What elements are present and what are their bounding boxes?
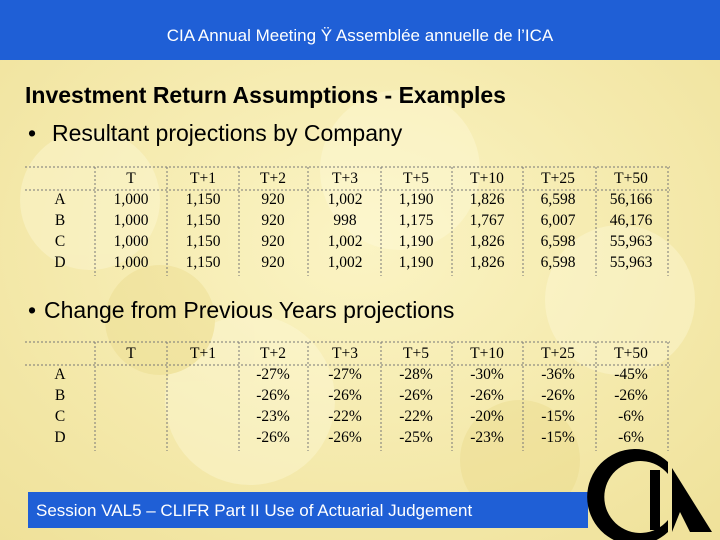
table-cell: T+10: [470, 170, 504, 187]
table-cell: 1,826: [470, 191, 505, 208]
table-cell: T+3: [332, 170, 358, 187]
table-cell: T+5: [403, 170, 429, 187]
table-cell: -26%: [328, 429, 362, 446]
table-cell: T+5: [403, 345, 429, 362]
table-cell: -30%: [470, 366, 504, 383]
table-cell: T+50: [614, 170, 648, 187]
table-cell: -26%: [328, 387, 362, 404]
table-cell: 1,767: [470, 212, 505, 229]
table-cell: -6%: [618, 408, 644, 425]
table-cell: 1,826: [470, 233, 505, 250]
table-cell: 55,963: [610, 233, 653, 250]
table-cell: 1,190: [399, 191, 434, 208]
table-cell: T+3: [332, 345, 358, 362]
table-cell: -15%: [541, 429, 575, 446]
table-cell: -26%: [614, 387, 648, 404]
table-cell: -22%: [328, 408, 362, 425]
table-cell: -45%: [614, 366, 648, 383]
table-cell: 6,007: [541, 212, 576, 229]
table-cell: T+2: [260, 170, 286, 187]
table-cell: -23%: [470, 429, 504, 446]
table-cell: 55,963: [610, 254, 653, 271]
bullet-marker: •: [28, 120, 36, 146]
table-cell: -27%: [328, 366, 362, 383]
table-cell: 56,166: [610, 191, 653, 208]
logo: [587, 449, 712, 540]
table-cell: T: [126, 170, 136, 187]
table-cell: 1,150: [186, 191, 221, 208]
header-title: CIA Annual Meeting Ÿ Assemblée annuelle …: [167, 26, 554, 45]
slide-title: Investment Return Assumptions - Examples: [25, 82, 506, 108]
tables: T T+1 T+2 T+3 T+5 T+10 T+25 T+50 A 1,000 1,150 920 1…: [25, 166, 670, 451]
table-cell: 920: [261, 191, 285, 208]
table-cell: T+50: [614, 345, 648, 362]
table-cell: 1,826: [470, 254, 505, 271]
table-cell: -22%: [399, 408, 433, 425]
table-cell: T+1: [190, 345, 216, 362]
table-cell: 920: [261, 212, 285, 229]
table-cell: D: [54, 254, 65, 271]
table-cell: 920: [261, 233, 285, 250]
table-cell: 1,000: [114, 233, 149, 250]
table-cell: T+1: [190, 170, 216, 187]
table-cell: -28%: [399, 366, 433, 383]
table-cell: -25%: [399, 429, 433, 446]
header-bar: [0, 0, 720, 60]
table-cell: -36%: [541, 366, 575, 383]
table-cell: 1,190: [399, 233, 434, 250]
table-cell: 46,176: [610, 212, 653, 229]
table-cell: 1,175: [399, 212, 434, 229]
table-cell: C: [55, 233, 65, 250]
table-cell: 6,598: [541, 191, 576, 208]
table-cell: 1,150: [186, 233, 221, 250]
table-cell: 6,598: [541, 233, 576, 250]
table-cell: -26%: [470, 387, 504, 404]
table-cell: T+2: [260, 345, 286, 362]
bullet: Change from Previous Years projections: [44, 297, 454, 323]
table-cell: D: [54, 429, 65, 446]
table-cell: T+10: [470, 345, 504, 362]
table-cell: -23%: [256, 408, 290, 425]
table-cell: -27%: [256, 366, 290, 383]
table-cell: 998: [333, 212, 357, 229]
footer-text: Session VAL5 – CLIFR Part II Use of Actu…: [36, 501, 473, 520]
table-cell: A: [54, 191, 66, 208]
table-cell: -26%: [541, 387, 575, 404]
table-cell: -26%: [256, 387, 290, 404]
table-cell: 1,000: [114, 212, 149, 229]
footer-bar: [28, 492, 588, 528]
table-cell: T+25: [541, 170, 575, 187]
table-cell: -26%: [256, 429, 290, 446]
background-pattern: [20, 90, 695, 520]
bullet-marker: •: [28, 297, 36, 323]
table-cell: 1,002: [328, 254, 363, 271]
table-cell: 920: [261, 254, 285, 271]
table-cell: A: [54, 366, 66, 383]
table-cell: 1,150: [186, 212, 221, 229]
table-cell: T: [126, 345, 136, 362]
table-cell: 1,150: [186, 254, 221, 271]
table-cell: T+25: [541, 345, 575, 362]
table-cell: 1,002: [328, 191, 363, 208]
table-cell: -15%: [541, 408, 575, 425]
table-cell: 6,598: [541, 254, 576, 271]
table-cell: B: [55, 387, 65, 404]
table-cell: C: [55, 408, 65, 425]
table-cell: 1,000: [114, 254, 149, 271]
table-cell: 1,000: [114, 191, 149, 208]
bullet: Resultant projections by Company: [52, 120, 403, 146]
table-cell: 1,002: [328, 233, 363, 250]
table-cell: -26%: [399, 387, 433, 404]
table-cell: -6%: [618, 429, 644, 446]
table-cell: 1,190: [399, 254, 434, 271]
table-cell: -20%: [470, 408, 504, 425]
table-cell: B: [55, 212, 65, 229]
